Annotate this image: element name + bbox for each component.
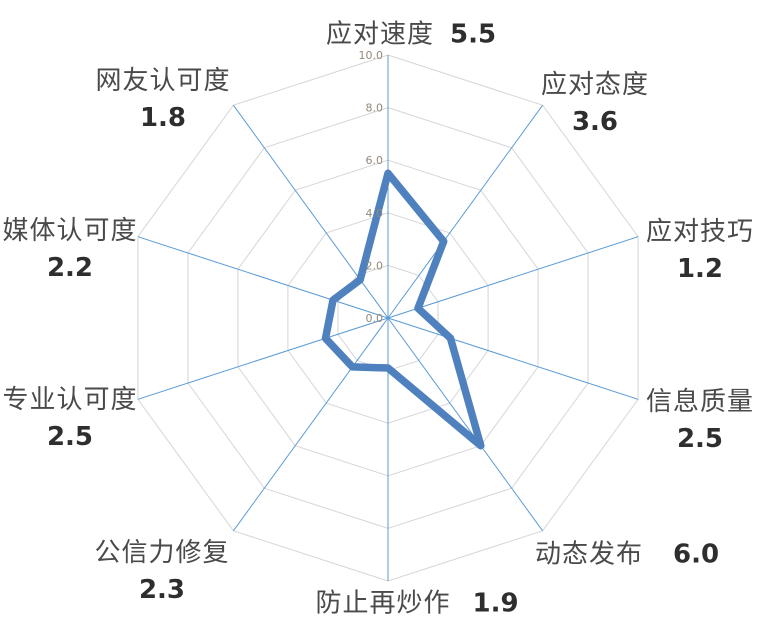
category-value: 3.6 — [571, 107, 619, 137]
axis-spoke — [387, 236, 639, 319]
category-value: 1.9 — [472, 588, 519, 619]
category-value: 2.3 — [138, 575, 186, 605]
category-value: 1.2 — [676, 254, 724, 284]
axis-tick-label: 6.0 — [366, 154, 384, 167]
category-label: 应对技巧 1.2 — [646, 214, 754, 288]
category-value: 6.0 — [672, 539, 720, 570]
axis-tick-label: 0.0 — [366, 312, 384, 325]
category-label: 防止再炒作 1.9 — [315, 583, 518, 620]
axis-spoke — [387, 317, 639, 400]
category-value: 2.5 — [46, 422, 94, 452]
category-name: 信息质量 — [645, 387, 755, 417]
category-name: 公信力修复 — [94, 538, 230, 568]
category-name: 防止再炒作 — [315, 588, 451, 619]
category-label: 媒体认可度 2.2 — [2, 213, 137, 287]
category-name: 应对速度 — [325, 19, 434, 50]
category-label: 应对速度 5.5 — [326, 14, 496, 51]
category-label: 信息质量 2.5 — [646, 384, 754, 458]
axis-spoke — [137, 317, 389, 400]
category-name: 应对技巧 — [645, 217, 755, 247]
category-label: 动态发布 6.0 — [535, 534, 719, 571]
category-name: 专业认可度 — [2, 385, 138, 415]
axis-spoke — [387, 317, 544, 532]
category-name: 媒体认可度 — [2, 216, 138, 246]
axis-spoke — [137, 236, 389, 319]
category-label: 专业认可度 2.5 — [2, 382, 137, 456]
axis-tick-label: 2.0 — [366, 259, 384, 272]
category-value: 1.8 — [139, 103, 187, 133]
category-value: 5.5 — [449, 19, 497, 50]
axis-tick-label: 4.0 — [366, 207, 384, 220]
axis-spoke — [232, 317, 389, 532]
category-label: 网友认可度 1.8 — [95, 63, 230, 137]
category-name: 应对态度 — [540, 70, 650, 100]
category-name: 网友认可度 — [95, 66, 231, 96]
category-name: 动态发布 — [534, 539, 643, 570]
axis-tick-label: 10.0 — [359, 49, 384, 62]
axis-spoke — [387, 104, 544, 319]
series-polygon — [321, 169, 485, 450]
category-label: 公信力修复 2.3 — [94, 535, 229, 609]
category-value: 2.2 — [46, 253, 94, 283]
category-label: 应对态度 3.6 — [541, 67, 649, 141]
axis-tick-label: 8.0 — [366, 102, 384, 115]
category-value: 2.5 — [676, 424, 724, 454]
